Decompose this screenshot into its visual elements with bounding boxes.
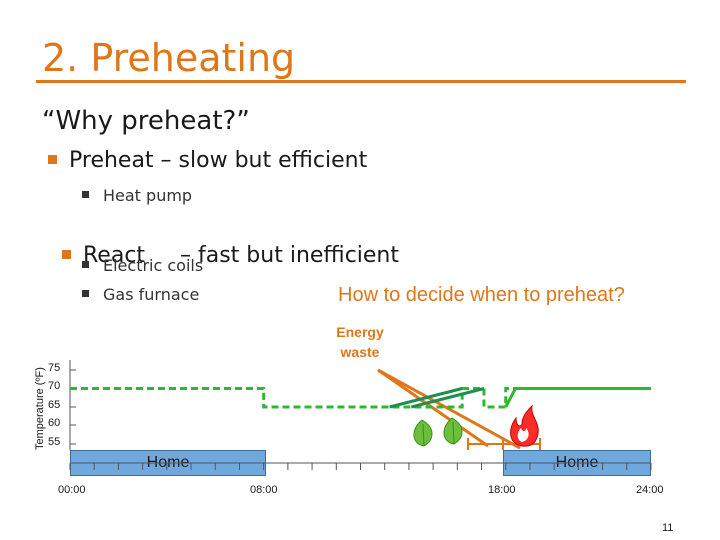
sub-bullet-gas-furnace: Gas furnace xyxy=(82,285,199,304)
sub-bullet-heat-pump-text: Heat pump xyxy=(103,186,193,205)
waste-arrow-line xyxy=(377,368,521,450)
series-line-0 xyxy=(70,387,651,409)
waste-arrow-line xyxy=(377,368,489,448)
bullet-react-text: React – fast but inefficient xyxy=(83,243,400,268)
sub-bullet-electric-coils: Electric coils xyxy=(82,256,203,275)
energy-waste-label: Energy waste xyxy=(336,324,384,360)
y-tick-70: 70 xyxy=(48,380,61,392)
sub-bullet-square-icon xyxy=(82,191,89,198)
series-line-2 xyxy=(410,387,485,409)
y-tick-60: 60 xyxy=(48,417,61,429)
y-tick-65: 65 xyxy=(48,399,61,411)
series-line-3 xyxy=(504,387,651,408)
sub-bullet-square-icon xyxy=(82,261,89,268)
bullet-preheat: Preheat – slow but efficient xyxy=(48,148,367,173)
sub-bullet-square-icon xyxy=(82,290,89,297)
sub-bullet-electric-coils-text: Electric coils xyxy=(103,256,204,275)
y-tick-55: 55 xyxy=(48,436,61,448)
series-line-1 xyxy=(389,387,463,409)
y-tick-75: 75 xyxy=(48,362,61,374)
sub-bullet-gas-furnace-text: Gas furnace xyxy=(103,285,200,304)
bullet-square-icon xyxy=(48,154,57,164)
bullet-react: React – fast but inefficient xyxy=(48,218,399,268)
x-tick-marks xyxy=(69,463,652,470)
subtitle: “Why preheat?” xyxy=(42,106,250,136)
bullet-preheat-text: Preheat – slow but efficient xyxy=(69,148,368,173)
x-tick-1800: 18:00 xyxy=(488,484,516,496)
leaf-icon xyxy=(443,417,463,445)
slide-title: 2. Preheating xyxy=(42,36,296,80)
title-underline xyxy=(36,80,686,83)
bullet-square-icon xyxy=(62,249,71,259)
flame-icon xyxy=(510,404,539,447)
chart-series xyxy=(70,387,651,409)
x-tick-0800: 08:00 xyxy=(250,484,278,496)
question-text: How to decide when to preheat? xyxy=(338,284,625,306)
page-number: 11 xyxy=(662,522,674,534)
x-tick-2400: 24:00 xyxy=(636,484,664,496)
sub-bullet-heat-pump: Heat pump xyxy=(82,186,192,205)
leaf-icon xyxy=(413,419,433,447)
x-tick-0000: 00:00 xyxy=(58,484,86,496)
